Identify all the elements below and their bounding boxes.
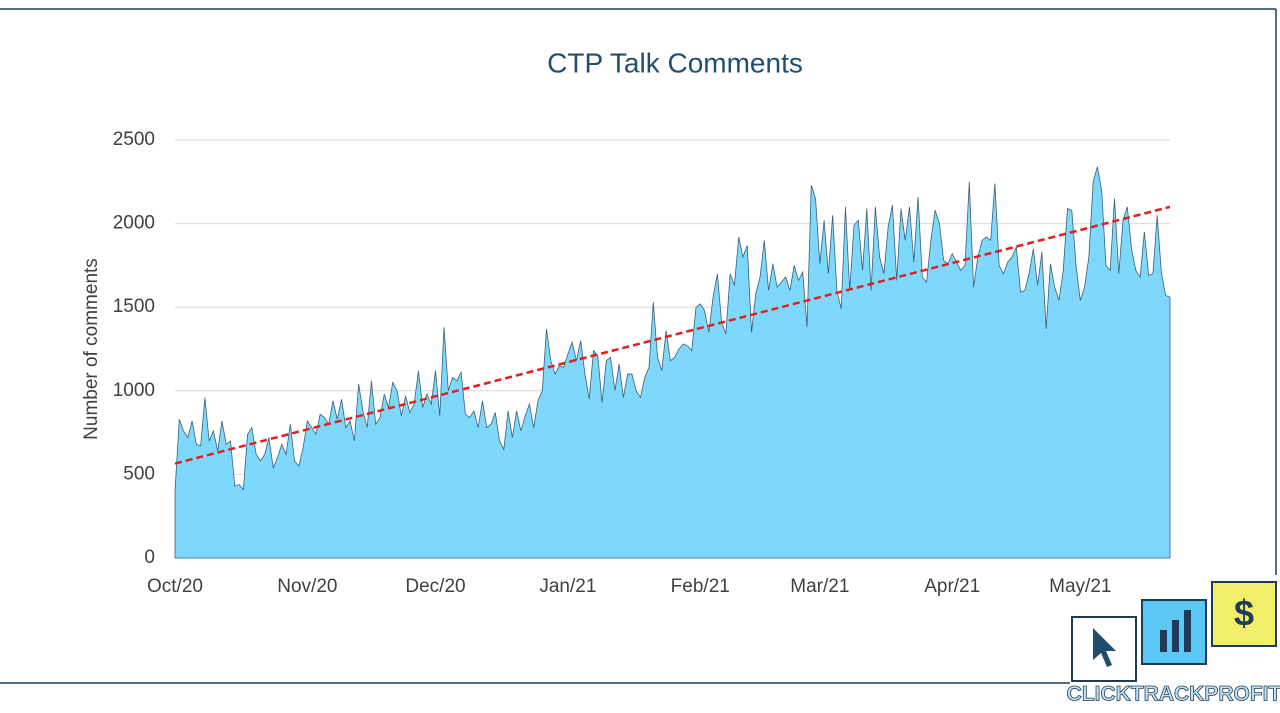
- y-tick-label: 1500: [113, 296, 155, 317]
- x-tick-label: Feb/21: [671, 576, 730, 597]
- x-tick-label: Jan/21: [539, 576, 596, 597]
- y-tick-label: 500: [123, 463, 155, 484]
- logo-dollar: $: [1234, 593, 1254, 634]
- logo-bar: [1184, 610, 1191, 652]
- y-axis-title: Number of comments: [81, 258, 102, 440]
- logo-bar: [1160, 630, 1167, 652]
- y-tick-label: 2000: [113, 213, 155, 234]
- logo: $ CLICKTRACKPROFIT: [1066, 581, 1280, 706]
- logo-cursor: [1093, 628, 1116, 667]
- x-tick-label: May/21: [1049, 576, 1111, 597]
- chart-title: CTP Talk Comments: [547, 47, 803, 78]
- trend-line: [174, 205, 1171, 465]
- x-tick-label: Apr/21: [924, 576, 980, 597]
- y-tick-label: 0: [144, 547, 155, 568]
- y-tick-label: 1000: [113, 380, 155, 401]
- x-tick-label: Oct/20: [147, 576, 203, 597]
- logo-box: [1211, 581, 1277, 647]
- x-tick-label: Mar/21: [790, 576, 849, 597]
- logo-text: CLICKTRACKPROFIT: [1067, 683, 1280, 706]
- y-tick-label: 2500: [113, 129, 155, 150]
- x-tick-label: Nov/20: [277, 576, 337, 597]
- area: [174, 166, 1171, 559]
- x-tick-label: Dec/20: [405, 576, 465, 597]
- logo-bar: [1172, 620, 1179, 652]
